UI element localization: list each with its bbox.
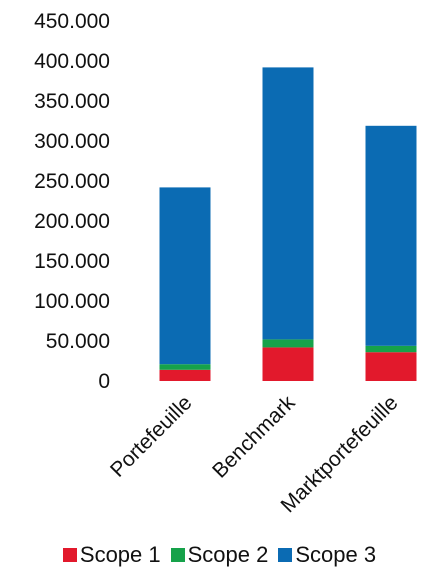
legend: Scope 1 Scope 2 Scope 3 bbox=[0, 542, 439, 568]
legend-item-scope-3: Scope 3 bbox=[278, 542, 376, 568]
y-tick-label: 0 bbox=[98, 370, 110, 393]
y-tick-label: 100.000 bbox=[34, 290, 110, 313]
bar-segment-scope-1 bbox=[365, 352, 417, 381]
bar-segment-scope-1 bbox=[159, 369, 211, 381]
legend-label-scope-1: Scope 1 bbox=[79, 542, 161, 567]
x-category-label: Portefeuille bbox=[106, 391, 197, 482]
legend-swatch-scope-1 bbox=[62, 548, 77, 562]
bar-segment-scope-1 bbox=[262, 347, 314, 381]
y-tick-label: 400.000 bbox=[34, 50, 110, 73]
bar-segment-scope-3 bbox=[262, 67, 314, 340]
y-tick-label: 350.000 bbox=[34, 90, 110, 113]
y-tick-label: 450.000 bbox=[34, 10, 110, 33]
legend-swatch-scope-2 bbox=[170, 548, 185, 562]
bar-segment-scope-2 bbox=[159, 364, 211, 370]
y-axis: 0 50.000 100.000 150.000 200.000 250.000 300.0… bbox=[34, 10, 110, 393]
bar-segment-scope-3 bbox=[159, 187, 211, 365]
bar-segment-scope-2 bbox=[262, 339, 314, 348]
stacked-bar-chart: 0 50.000 100.000 150.000 200.000 250.000 300.0… bbox=[34, 10, 417, 517]
legend-swatch-scope-3 bbox=[278, 548, 293, 562]
bar-segment-scope-3 bbox=[365, 125, 417, 346]
y-tick-label: 300.000 bbox=[34, 130, 110, 153]
y-tick-label: 150.000 bbox=[34, 250, 110, 273]
bars bbox=[159, 67, 417, 381]
legend-item-scope-2: Scope 2 bbox=[170, 542, 269, 568]
bar-segment-scope-2 bbox=[365, 345, 417, 353]
legend-label-scope-2: Scope 2 bbox=[187, 542, 269, 567]
y-tick-label: 200.000 bbox=[34, 210, 110, 233]
legend-item-scope-1: Scope 1 bbox=[62, 542, 161, 568]
x-category-label: Benchmark bbox=[208, 391, 300, 483]
legend-label-scope-3: Scope 3 bbox=[295, 542, 377, 567]
y-tick-label: 50.000 bbox=[46, 330, 110, 353]
y-tick-label: 250.000 bbox=[34, 170, 110, 193]
